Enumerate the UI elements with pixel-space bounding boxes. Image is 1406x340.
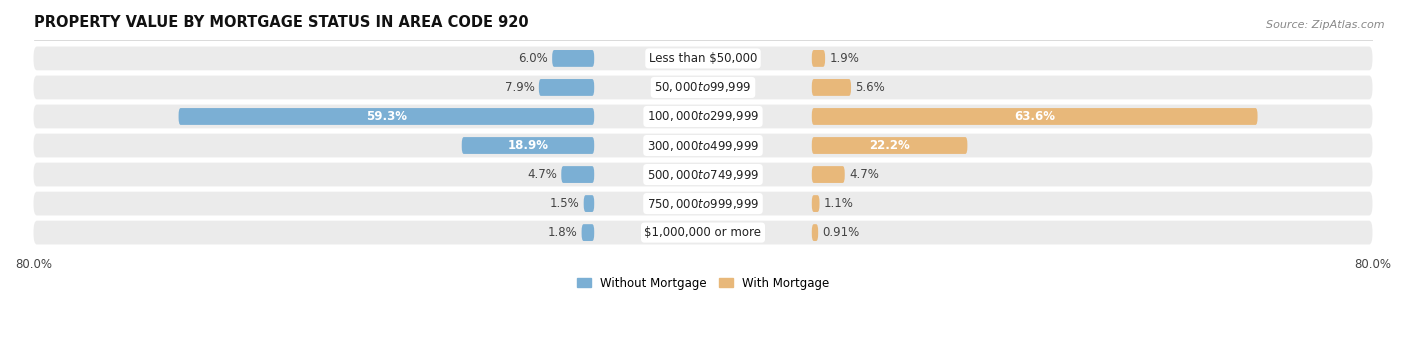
FancyBboxPatch shape — [811, 137, 967, 154]
Text: 59.3%: 59.3% — [366, 110, 406, 123]
Text: 22.2%: 22.2% — [869, 139, 910, 152]
Text: 4.7%: 4.7% — [527, 168, 557, 181]
FancyBboxPatch shape — [461, 137, 595, 154]
Text: Less than $50,000: Less than $50,000 — [648, 52, 758, 65]
Text: $1,000,000 or more: $1,000,000 or more — [644, 226, 762, 239]
Text: 4.7%: 4.7% — [849, 168, 879, 181]
FancyBboxPatch shape — [34, 134, 1372, 157]
FancyBboxPatch shape — [34, 75, 1372, 99]
FancyBboxPatch shape — [583, 195, 595, 212]
FancyBboxPatch shape — [582, 224, 595, 241]
FancyBboxPatch shape — [811, 108, 1257, 125]
FancyBboxPatch shape — [179, 108, 595, 125]
FancyBboxPatch shape — [553, 50, 595, 67]
Text: $750,000 to $999,999: $750,000 to $999,999 — [647, 197, 759, 210]
FancyBboxPatch shape — [811, 195, 820, 212]
FancyBboxPatch shape — [811, 166, 845, 183]
Text: $500,000 to $749,999: $500,000 to $749,999 — [647, 168, 759, 182]
Text: 1.1%: 1.1% — [824, 197, 853, 210]
FancyBboxPatch shape — [538, 79, 595, 96]
Text: 6.0%: 6.0% — [519, 52, 548, 65]
Text: 0.91%: 0.91% — [823, 226, 859, 239]
Legend: Without Mortgage, With Mortgage: Without Mortgage, With Mortgage — [572, 272, 834, 294]
FancyBboxPatch shape — [811, 79, 851, 96]
FancyBboxPatch shape — [34, 221, 1372, 244]
Text: 7.9%: 7.9% — [505, 81, 534, 94]
Text: 1.8%: 1.8% — [548, 226, 578, 239]
Text: 1.9%: 1.9% — [830, 52, 859, 65]
FancyBboxPatch shape — [34, 163, 1372, 186]
Text: $50,000 to $99,999: $50,000 to $99,999 — [654, 81, 752, 95]
FancyBboxPatch shape — [561, 166, 595, 183]
Text: 1.5%: 1.5% — [550, 197, 579, 210]
Text: PROPERTY VALUE BY MORTGAGE STATUS IN AREA CODE 920: PROPERTY VALUE BY MORTGAGE STATUS IN ARE… — [34, 15, 529, 30]
Text: 63.6%: 63.6% — [1014, 110, 1054, 123]
Text: Source: ZipAtlas.com: Source: ZipAtlas.com — [1267, 20, 1385, 30]
FancyBboxPatch shape — [811, 224, 818, 241]
FancyBboxPatch shape — [34, 47, 1372, 70]
FancyBboxPatch shape — [34, 192, 1372, 216]
FancyBboxPatch shape — [34, 105, 1372, 129]
Text: 5.6%: 5.6% — [855, 81, 884, 94]
Text: $300,000 to $499,999: $300,000 to $499,999 — [647, 138, 759, 153]
FancyBboxPatch shape — [811, 50, 825, 67]
Text: $100,000 to $299,999: $100,000 to $299,999 — [647, 109, 759, 123]
Text: 18.9%: 18.9% — [508, 139, 548, 152]
